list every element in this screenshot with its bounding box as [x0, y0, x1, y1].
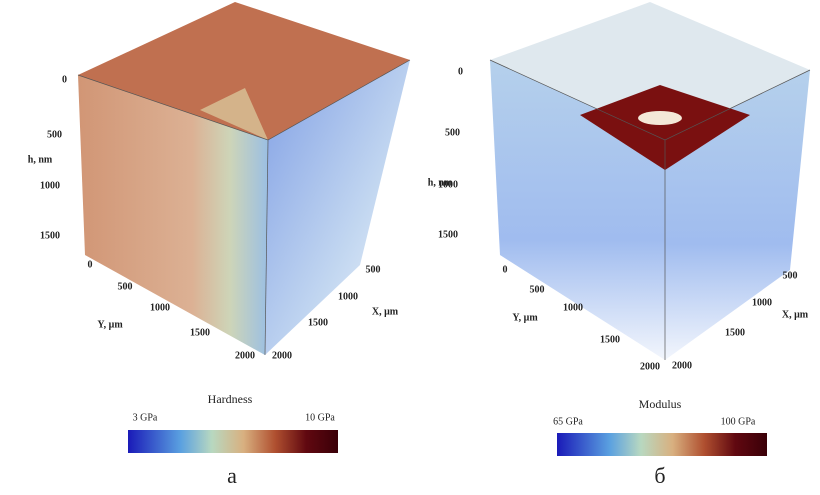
colorbar-max: 100 GPa — [721, 416, 756, 427]
x-tick-label: 1500 — [308, 317, 328, 328]
cube-face — [78, 2, 410, 140]
colorbar-min: 65 GPa — [553, 416, 583, 427]
x-tick-label: 1000 — [338, 291, 358, 302]
y-axis-label: Y, μm — [512, 312, 538, 323]
h-tick-label: 0 — [458, 66, 463, 77]
y-tick-label: 2000 — [640, 361, 660, 372]
indent — [580, 85, 750, 170]
colorbar — [128, 430, 338, 453]
x-tick-label: 2000 — [272, 350, 292, 361]
y-tick-label: 1000 — [563, 302, 583, 313]
h-tick-label: 0 — [62, 74, 67, 85]
panel-label: б — [654, 463, 665, 488]
x-axis-label: X, μm — [372, 306, 399, 317]
cube-face — [78, 75, 268, 355]
y-tick-label: 0 — [503, 264, 508, 275]
h-tick-label: 1500 — [438, 229, 458, 240]
h-axis-label: h, nm — [428, 177, 453, 188]
indent — [638, 111, 682, 125]
cube-face — [265, 60, 410, 355]
colorbar-min: 3 GPa — [133, 412, 158, 423]
y-tick-label: 1500 — [600, 334, 620, 345]
x-tick-label: 2000 — [672, 360, 692, 371]
h-axis-label: h, nm — [28, 154, 53, 165]
h-tick-label: 1000 — [438, 179, 458, 190]
y-tick-label: 0 — [88, 259, 93, 270]
x-tick-label: 1000 — [752, 297, 772, 308]
x-axis-label: X, μm — [782, 309, 809, 320]
y-tick-label: 500 — [118, 281, 133, 292]
y-tick-label: 1500 — [190, 327, 210, 338]
colorbar-title: Hardness — [208, 392, 253, 406]
indent — [200, 88, 268, 140]
x-tick-label: 500 — [366, 264, 381, 275]
cube-b — [489, 2, 811, 360]
y-tick-label: 500 — [530, 284, 545, 295]
colorbar — [557, 433, 767, 456]
cube-a — [77, 2, 411, 356]
h-tick-label: 500 — [445, 127, 460, 138]
y-tick-label: 1000 — [150, 302, 170, 313]
cube-edge — [264, 139, 269, 356]
x-tick-label: 1500 — [725, 327, 745, 338]
cube-face — [490, 2, 810, 140]
colorbar-title: Modulus — [639, 397, 682, 411]
x-tick-label: 500 — [783, 270, 798, 281]
panel-label: а — [227, 463, 237, 488]
h-tick-label: 1500 — [40, 230, 60, 241]
y-tick-label: 2000 — [235, 350, 255, 361]
h-tick-label: 1000 — [40, 180, 60, 191]
y-axis-label: Y, μm — [97, 319, 123, 330]
h-tick-label: 500 — [47, 129, 62, 140]
colorbar-max: 10 GPa — [305, 412, 335, 423]
